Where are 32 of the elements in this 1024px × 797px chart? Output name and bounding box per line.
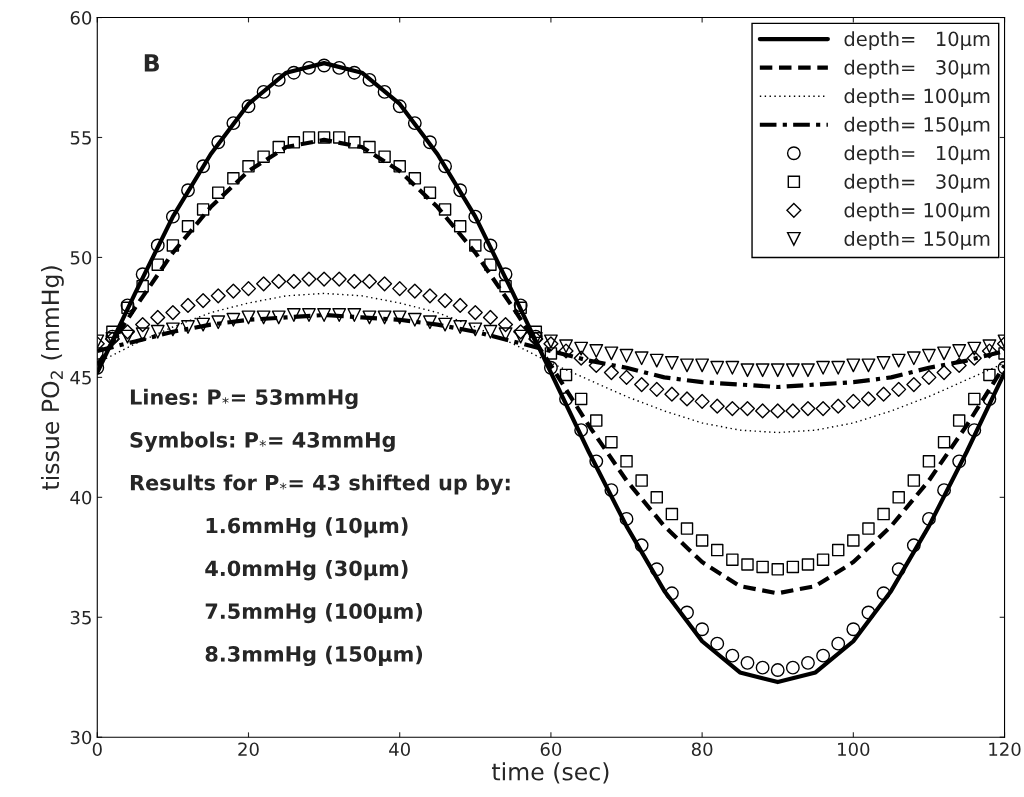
annotation: 8.3mmHg (150μm) [205,645,423,667]
x-tick-label: 60 [540,742,562,757]
y-axis-title: tissue PO$_{2}$ (mmHg) [40,266,64,490]
x-axis-title: time (sec) [492,762,609,784]
y-tick-label: 30 [70,730,92,745]
x-tick-label: 0 [92,742,102,757]
legend-label: depth= 30μm [844,59,990,79]
annotation: 4.0mmHg (30μm) [205,560,408,581]
y-tick-label: 60 [70,10,92,25]
annotation: Symbols: P$_{*}$= 43mmHg [130,431,395,452]
y-tick-label: 45 [70,371,91,385]
x-tick-label: 40 [389,742,410,757]
legend-label: depth= 10μm [844,31,990,50]
legend-label: depth= 10μm [844,145,990,165]
annotation: 7.5mmHg (100μm) [205,602,423,624]
legend-label: depth= 100μm [844,88,990,108]
legend-label: depth= 100μm [844,202,990,222]
x-tick-label: 80 [691,742,713,757]
x-tick-label: 120 [989,742,1021,757]
annotation: Lines: P$_{*}$= 53mmHg [130,388,358,410]
annotation: B [144,54,159,72]
annotation: 1.6mmHg (10μm) [206,517,408,538]
legend-label: depth= 30μm [844,173,990,193]
legend-label: depth= 150μm [844,116,990,136]
y-tick-label: 40 [70,490,92,505]
y-tick-label: 35 [70,610,91,625]
legend-label: depth= 150μm [844,230,990,250]
x-tick-label: 100 [838,742,870,757]
x-tick-label: 20 [238,742,259,757]
annotation: Results for P$_{*}$= 43 shifted up by: [130,474,510,495]
y-tick-label: 50 [70,250,92,265]
y-tick-label: 55 [70,131,91,145]
